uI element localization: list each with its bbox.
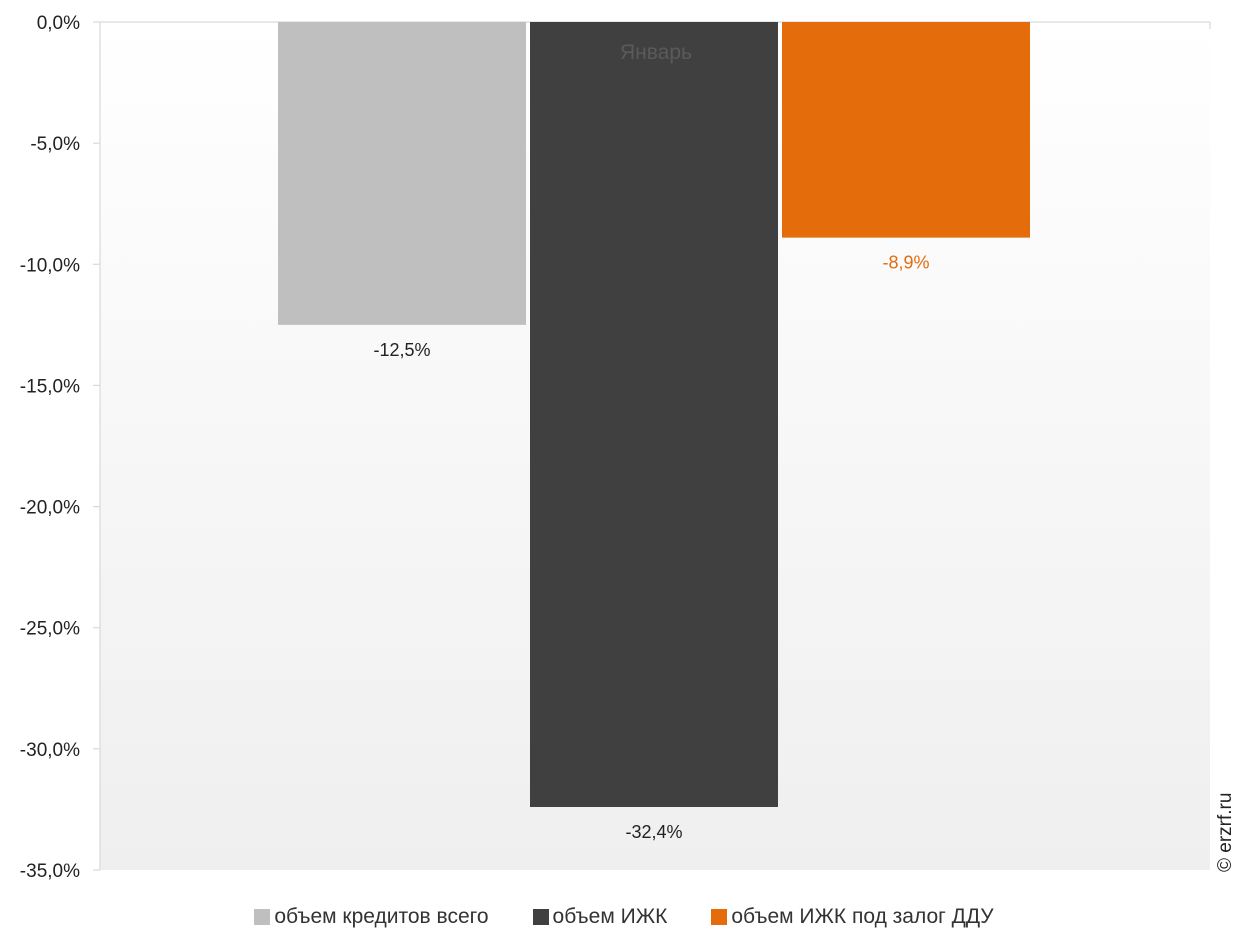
watermark: © erzrf.ru bbox=[1215, 792, 1236, 872]
bar bbox=[782, 22, 1030, 238]
data-label: -8,9% bbox=[882, 253, 929, 273]
data-label: -12,5% bbox=[373, 340, 430, 360]
legend-item-total-credit: объем кредитов всего bbox=[254, 905, 489, 929]
legend-label: объем ИЖК bbox=[552, 905, 668, 928]
y-tick-label: -30,0% bbox=[20, 740, 80, 761]
bar bbox=[278, 22, 526, 325]
y-tick-label: -15,0% bbox=[20, 376, 80, 397]
legend-swatch bbox=[711, 909, 728, 925]
chart-plot: 0,0% -5,0% -10,0% -15,0% -20,0% -25,0% -30,0% -… bbox=[20, 13, 1211, 882]
bar bbox=[530, 22, 778, 808]
legend: объем кредитов всего объем ИЖК объем ИЖК… bbox=[0, 902, 1248, 932]
y-tick-label: -35,0% bbox=[20, 861, 80, 882]
y-tick-label: -10,0% bbox=[20, 255, 80, 276]
y-tick-label: -25,0% bbox=[20, 619, 80, 640]
y-tick-label: -5,0% bbox=[30, 134, 80, 155]
legend-swatch bbox=[254, 909, 271, 925]
y-tick-label: -20,0% bbox=[20, 498, 80, 519]
legend-item-mortgage: объем ИЖК bbox=[532, 905, 668, 929]
legend-item-mortgage-ddu: объем ИЖК под залог ДДУ bbox=[711, 905, 994, 929]
legend-swatch bbox=[532, 909, 549, 925]
category-label: Январь bbox=[620, 41, 692, 64]
data-label: -32,4% bbox=[625, 822, 682, 842]
y-tick-label: 0,0% bbox=[37, 13, 80, 34]
legend-label: объем ИЖК под залог ДДУ bbox=[731, 905, 994, 928]
legend-label: объем кредитов всего bbox=[274, 905, 489, 928]
